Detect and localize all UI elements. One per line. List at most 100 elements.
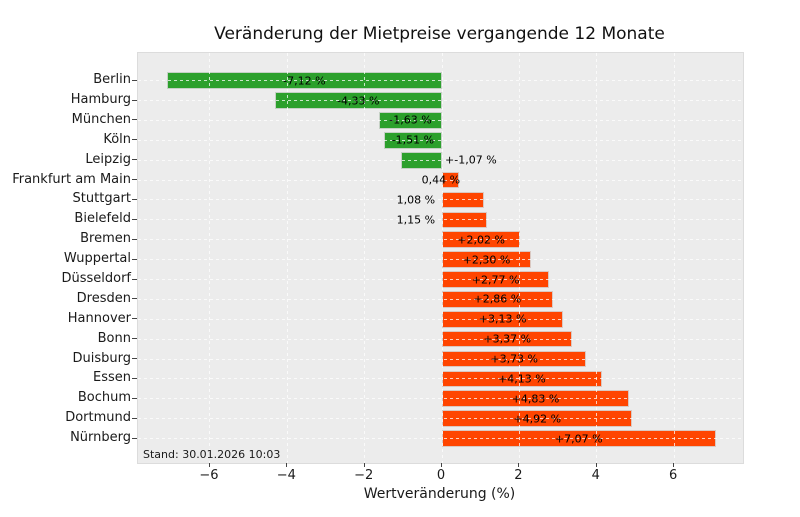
y-tick-mark: [132, 198, 137, 200]
bar-value-label: 0,44 %: [421, 173, 461, 187]
x-tick-mark: [286, 463, 288, 467]
y-tick-mark: [132, 218, 137, 220]
x-tick-mark: [208, 463, 210, 467]
y-tick-mark: [132, 258, 137, 260]
x-tick-mark: [518, 463, 520, 467]
gridline-horizontal: [138, 318, 743, 320]
y-tick-label-bremen: Bremen: [80, 231, 131, 247]
y-tick-label-dortmund: Dortmund: [65, 410, 131, 426]
gridline-horizontal: [138, 378, 743, 380]
y-tick-label-hamburg: Hamburg: [70, 92, 131, 108]
y-tick-mark: [132, 358, 137, 360]
y-tick-label-essen: Essen: [93, 370, 131, 386]
x-tick-mark: [595, 463, 597, 467]
x-tick-mark: [363, 463, 365, 467]
gridline-horizontal: [138, 179, 743, 181]
y-tick-label-duisburg: Duisburg: [72, 350, 132, 366]
bar-value-label: 1,15 %: [396, 213, 436, 227]
y-tick-label-nürnberg: Nürnberg: [70, 430, 131, 446]
gridline-vertical: [441, 53, 443, 463]
bar-value-label: -1,51 %: [391, 133, 435, 147]
gridline-vertical: [286, 53, 288, 463]
x-tick-label: 2: [514, 468, 523, 483]
gridline-vertical: [364, 53, 366, 463]
x-tick-label: −4: [276, 468, 296, 483]
y-tick-mark: [132, 159, 137, 161]
x-tick-label: −2: [354, 468, 374, 483]
plot-area: Stand: 30.01.2026 10:03 -7,12 % -4,33 % -1…: [137, 52, 744, 464]
bar-value-label: +4,92 %: [513, 412, 562, 426]
gridline-horizontal: [138, 239, 743, 241]
y-tick-mark: [132, 338, 137, 340]
gridline-vertical: [673, 53, 675, 463]
bar-value-label: -7,12 %: [283, 74, 326, 88]
gridline-horizontal: [138, 298, 743, 300]
x-tick-label: 4: [591, 468, 600, 483]
y-tick-label-bonn: Bonn: [97, 330, 131, 346]
bar-value-label: +4,13 %: [498, 372, 546, 386]
gridline-horizontal: [138, 159, 743, 161]
bar-value-label: +2,02 %: [457, 233, 505, 247]
y-tick-label-bielefeld: Bielefeld: [74, 211, 131, 227]
x-tick-mark: [673, 463, 675, 467]
x-tick-label: 0: [436, 468, 446, 483]
x-tick-label: −6: [199, 468, 219, 483]
bar-value-label: +3,73 %: [490, 352, 539, 366]
y-tick-mark: [132, 119, 137, 121]
bar-value-label: 1,08 %: [396, 193, 436, 207]
gridline-horizontal: [138, 219, 743, 221]
gridline-horizontal: [138, 279, 743, 280]
chart-title: Veränderung der Mietpreise vergangende 1…: [214, 24, 665, 44]
y-tick-mark: [132, 238, 137, 240]
gridline-horizontal: [138, 100, 743, 102]
x-axis-label: Wertveränderung (%): [363, 486, 516, 502]
bar-value-label: +7,07 %: [554, 432, 603, 446]
bar-value-label: -1,63 %: [389, 113, 432, 127]
y-tick-label-berlin: Berlin: [93, 72, 131, 88]
gridline-horizontal: [138, 259, 743, 261]
y-tick-label-hannover: Hannover: [67, 310, 131, 326]
bar-value-label: +2,30 %: [462, 253, 511, 267]
footnote-timestamp: Stand: 30.01.2026 10:03: [143, 448, 281, 461]
y-tick-mark: [132, 179, 137, 181]
y-tick-label-bochum: Bochum: [77, 390, 131, 406]
y-tick-label-stuttgart: Stuttgart: [72, 191, 131, 207]
bar-value-label: +2,86 %: [473, 292, 522, 306]
gridline-horizontal: [138, 398, 743, 400]
y-tick-label-wuppertal: Wuppertal: [63, 251, 131, 267]
y-tick-label-köln: Köln: [103, 131, 131, 147]
y-tick-label-dresden: Dresden: [76, 290, 131, 306]
gridline-horizontal: [138, 418, 743, 420]
y-tick-mark: [132, 417, 137, 419]
y-tick-label-leipzig: Leipzig: [85, 151, 131, 167]
bar-value-label: +3,37 %: [483, 332, 532, 346]
bar-value-label: -4,33 %: [337, 94, 380, 108]
gridline-horizontal: [138, 199, 743, 201]
gridline-horizontal: [138, 358, 743, 360]
y-tick-mark: [132, 278, 137, 280]
gridline-horizontal: [138, 119, 743, 121]
y-tick-mark: [132, 377, 137, 379]
gridline-horizontal: [138, 338, 743, 340]
gridline-horizontal: [138, 438, 743, 440]
gridline-horizontal: [138, 80, 743, 82]
bar-value-label: +-1,07 %: [445, 153, 497, 167]
x-tick-label: 6: [669, 468, 678, 483]
gridline-horizontal: [138, 139, 743, 141]
y-tick-mark: [132, 99, 137, 101]
y-tick-label-frankfurt-am-main: Frankfurt am Main: [12, 171, 131, 187]
bar-value-label: +4,83 %: [511, 392, 560, 406]
y-tick-mark: [132, 397, 137, 399]
y-tick-mark: [132, 437, 137, 439]
gridline-vertical: [596, 53, 598, 463]
y-tick-mark: [132, 139, 137, 141]
y-tick-label-münchen: München: [71, 111, 131, 127]
y-tick-mark: [132, 318, 137, 320]
y-tick-mark: [132, 79, 137, 81]
bar-value-label: +3,13 %: [478, 312, 527, 326]
y-tick-label-düsseldorf: Düsseldorf: [61, 271, 131, 286]
x-tick-mark: [441, 463, 443, 467]
bar-value-label: +2,77 %: [471, 273, 520, 286]
gridline-vertical: [209, 53, 211, 463]
